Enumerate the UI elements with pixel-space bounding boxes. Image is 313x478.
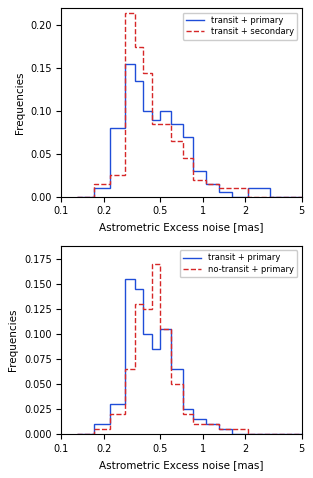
Y-axis label: Frequencies: Frequencies bbox=[15, 71, 25, 134]
Legend: transit + primary, transit + secondary: transit + primary, transit + secondary bbox=[182, 12, 297, 40]
X-axis label: Astrometric Excess noise [mas]: Astrometric Excess noise [mas] bbox=[99, 222, 264, 232]
X-axis label: Astrometric Excess noise [mas]: Astrometric Excess noise [mas] bbox=[99, 460, 264, 470]
Legend: transit + primary, no-transit + primary: transit + primary, no-transit + primary bbox=[180, 250, 297, 277]
Y-axis label: Frequencies: Frequencies bbox=[8, 309, 18, 371]
